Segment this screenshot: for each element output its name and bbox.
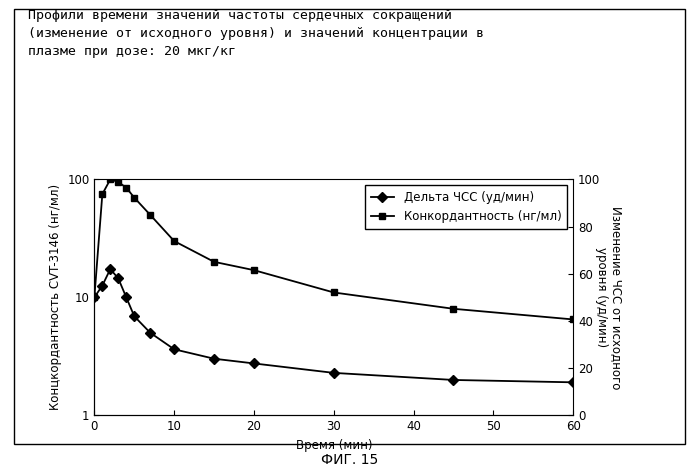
Дельта ЧСС (уд/мин)	[330, 370, 338, 376]
Дельта ЧСС (уд/мин)	[146, 330, 154, 336]
Дельта ЧСС (уд/мин)	[122, 295, 131, 300]
Дельта ЧСС (уд/мин)	[90, 295, 99, 300]
Дельта ЧСС (уд/мин)	[210, 356, 218, 362]
Конкордантность (нг/мл)	[98, 191, 106, 197]
Конкордантность (нг/мл)	[449, 306, 458, 312]
Дельта ЧСС (уд/мин)	[170, 346, 178, 352]
Y-axis label: Концкордантность CVT-3146 (нг/мл): Концкордантность CVT-3146 (нг/мл)	[49, 184, 62, 411]
Конкордантность (нг/мл)	[106, 177, 115, 182]
Конкордантность (нг/мл)	[146, 212, 154, 218]
Конкордантность (нг/мл)	[122, 185, 131, 191]
Дельта ЧСС (уд/мин)	[250, 361, 258, 366]
Конкордантность (нг/мл)	[170, 238, 178, 244]
Конкордантность (нг/мл)	[130, 195, 138, 201]
Конкордантность (нг/мл)	[114, 179, 122, 185]
Дельта ЧСС (уд/мин)	[114, 276, 122, 281]
Дельта ЧСС (уд/мин)	[106, 266, 115, 272]
Text: Профили времени значений частоты сердечных сокращений
(изменение от исходного ур: Профили времени значений частоты сердечн…	[28, 9, 484, 59]
Конкордантность (нг/мл)	[250, 267, 258, 273]
Дельта ЧСС (уд/мин)	[98, 283, 106, 288]
Конкордантность (нг/мл)	[210, 259, 218, 265]
Конкордантность (нг/мл)	[330, 290, 338, 295]
Дельта ЧСС (уд/мин)	[130, 313, 138, 319]
X-axis label: Время (мин): Время (мин)	[296, 439, 372, 452]
Дельта ЧСС (уд/мин)	[449, 377, 458, 383]
Line: Конкордантность (нг/мл): Конкордантность (нг/мл)	[91, 176, 577, 323]
Дельта ЧСС (уд/мин)	[569, 379, 577, 385]
Y-axis label: Изменение ЧСС от исходного
уровня (уд/мин): Изменение ЧСС от исходного уровня (уд/ми…	[595, 206, 623, 389]
Конкордантность (нг/мл)	[569, 317, 577, 322]
Legend: Дельта ЧСС (уд/мин), Конкордантность (нг/мл): Дельта ЧСС (уд/мин), Конкордантность (нг…	[365, 185, 568, 229]
Конкордантность (нг/мл)	[90, 295, 99, 300]
Line: Дельта ЧСС (уд/мин): Дельта ЧСС (уд/мин)	[91, 266, 577, 386]
Text: ФИГ. 15: ФИГ. 15	[321, 453, 378, 467]
